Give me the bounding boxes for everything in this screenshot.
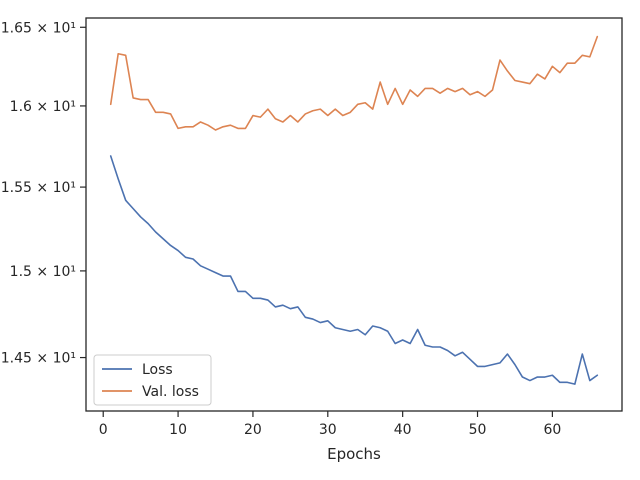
series-line-val-loss (109, 35, 599, 131)
plot-frame (85, 17, 623, 412)
y-tick-label: 1.65 × 10¹ (1, 20, 76, 36)
legend: Loss Val. loss (93, 354, 212, 406)
y-tick-label: 1.45 × 10¹ (1, 351, 76, 367)
series-line-loss (109, 155, 599, 385)
x-tick-label: 30 (319, 422, 337, 438)
legend-label-val-loss: Val. loss (142, 384, 199, 400)
x-tick-label: 40 (394, 422, 412, 438)
x-tick-label: 0 (99, 422, 108, 438)
y-tick-label: 1.55 × 10¹ (1, 180, 76, 196)
series-layer (109, 35, 599, 385)
y-tick-label: 1.5 × 10¹ (10, 264, 76, 280)
y-tick-label: 1.6 × 10¹ (10, 99, 76, 115)
x-axis-label: Epochs (327, 445, 381, 463)
x-tick-label: 50 (469, 422, 487, 438)
legend-label-loss: Loss (142, 362, 173, 378)
plot-background (86, 18, 622, 411)
x-tick-label: 20 (244, 422, 262, 438)
x-tick-label: 60 (543, 422, 561, 438)
legend-box (93, 354, 212, 406)
tick-layer: 0 10 20 30 40 50 60 1.45 × 10¹ 1.5 × 10¹ 1.55 × 1… (1, 20, 562, 438)
x-tick-label: 10 (169, 422, 187, 438)
